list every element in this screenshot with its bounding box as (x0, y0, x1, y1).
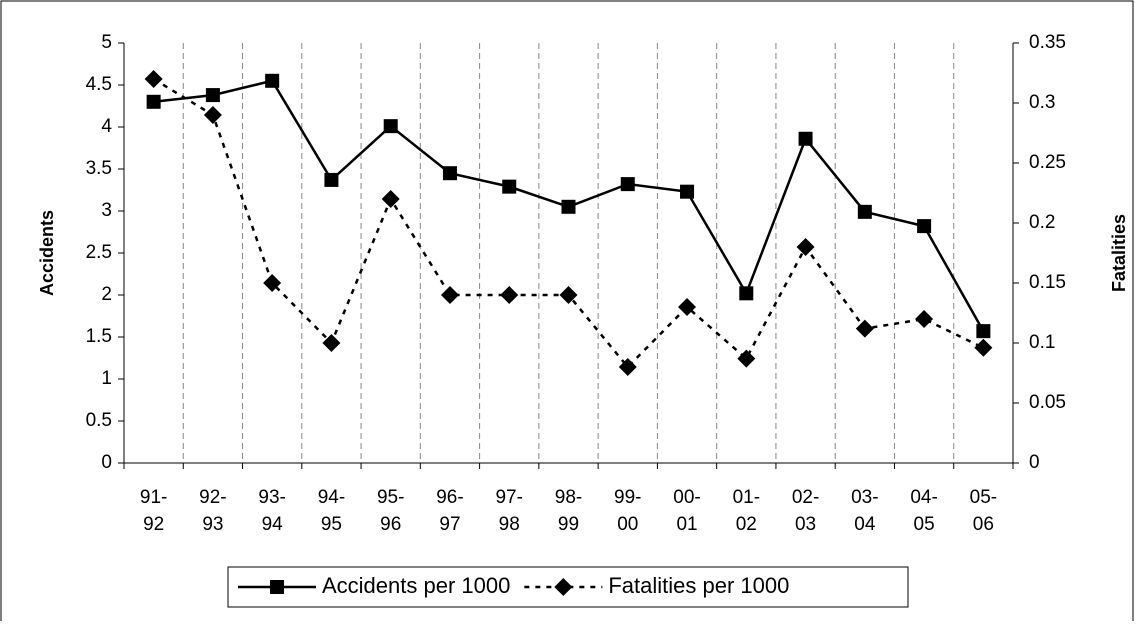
x-tick-label: 05-06 (970, 487, 997, 535)
y-tick-label: 5 (101, 32, 112, 53)
marker (270, 580, 284, 594)
marker (678, 298, 697, 316)
marker (855, 319, 874, 338)
marker (798, 131, 813, 146)
x-tick-label: 02-03 (792, 487, 819, 535)
x-tick-label: 97-98 (495, 487, 522, 535)
y-tick-label: 3.5 (86, 158, 112, 179)
y-tick-label: 1 (101, 368, 112, 389)
y-tick-label: 0.5 (86, 410, 112, 431)
y-tick-label: 2 (101, 284, 112, 305)
y-tick-label: 0 (101, 452, 112, 473)
y-tick-label: 1.5 (86, 326, 112, 347)
x-tick-label: 93-94 (258, 487, 285, 535)
x-tick-label: 01-02 (733, 487, 760, 535)
marker (737, 349, 756, 368)
y2-tick-label: 0.15 (1029, 272, 1066, 293)
y2-axis-title: Fatalities (1109, 214, 1129, 292)
y2-tick-label: 0 (1029, 452, 1040, 473)
marker (917, 219, 932, 234)
x-tick-label: 00-01 (673, 487, 700, 535)
x-tick-label: 91-92 (140, 487, 167, 535)
marker (502, 179, 517, 194)
y2-tick-label: 0.35 (1029, 32, 1066, 53)
marker (322, 334, 341, 352)
marker (620, 177, 635, 192)
legend-label: Fatalities per 1000 (608, 573, 789, 598)
x-tick-label: 95-96 (377, 487, 404, 535)
marker (857, 204, 872, 219)
y2-tick-label: 0.1 (1029, 332, 1055, 353)
marker (915, 310, 934, 328)
marker (265, 73, 280, 88)
marker (618, 358, 637, 376)
y-tick-label: 3 (101, 200, 112, 221)
marker (680, 184, 695, 199)
marker (381, 190, 400, 208)
y2-tick-label: 0.3 (1029, 92, 1055, 113)
marker (559, 286, 578, 304)
x-tick-label: 98-99 (555, 487, 582, 535)
marker (796, 238, 815, 256)
marker (442, 166, 457, 181)
marker (974, 338, 993, 357)
x-tick-label: 96-97 (436, 487, 463, 535)
marker (561, 199, 576, 214)
marker (144, 70, 163, 88)
marker (263, 274, 282, 292)
y-tick-label: 2.5 (86, 242, 112, 263)
marker (554, 578, 573, 596)
y-tick-label: 4.5 (86, 74, 112, 95)
x-tick-label: 92-93 (199, 487, 226, 535)
marker (146, 94, 161, 109)
marker (324, 172, 339, 187)
marker (739, 286, 754, 301)
x-tick-label: 99-00 (614, 487, 641, 535)
y2-tick-label: 0.05 (1029, 392, 1066, 413)
y-axis-title: Accidents (37, 210, 57, 296)
x-tick-label: 04-05 (910, 487, 937, 535)
y-tick-label: 4 (101, 116, 112, 137)
marker (383, 119, 398, 134)
x-tick-label: 94-95 (318, 487, 345, 535)
marker (205, 88, 220, 103)
marker (440, 286, 459, 304)
x-tick-label: 03-04 (851, 487, 878, 535)
marker (976, 324, 991, 339)
y2-tick-label: 0.25 (1029, 152, 1066, 173)
legend-label: Accidents per 1000 (322, 573, 510, 598)
marker (500, 286, 519, 304)
marker (203, 106, 222, 124)
y2-tick-label: 0.2 (1029, 212, 1055, 233)
